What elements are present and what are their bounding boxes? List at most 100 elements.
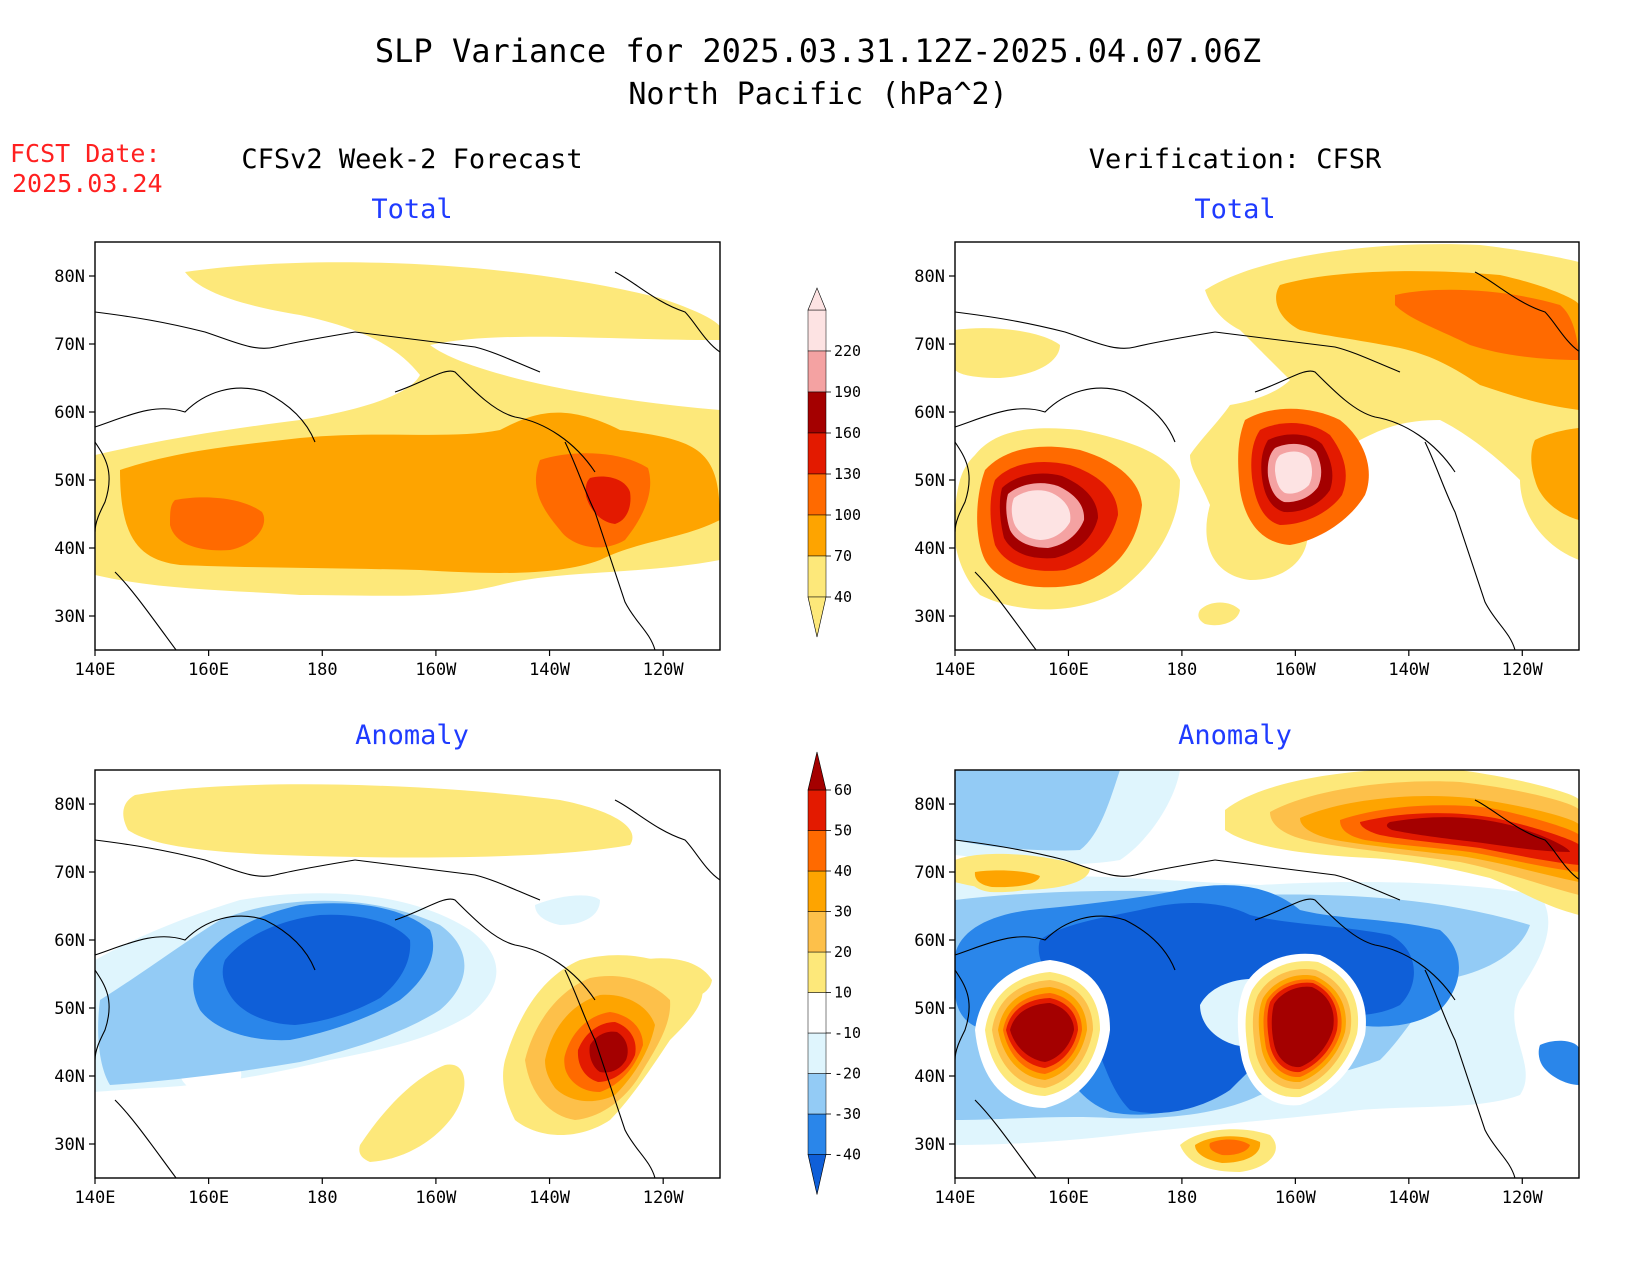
map-verification-total	[954, 241, 1580, 651]
lon-tick-label: 160W	[1275, 660, 1317, 680]
colorbar-total-swatch	[807, 350, 827, 393]
colorbar-anomaly-swatch	[807, 789, 827, 831]
lat-tick-label: 30N	[914, 607, 945, 627]
lon-tick-label: 140E	[935, 1188, 976, 1208]
axes-verification-anomaly: 140E 160E 180 160W 140W 120W 80N 70N 60N 50N 40N 30…	[914, 795, 1543, 1208]
panel-label-forecast-total: Total	[371, 194, 452, 225]
lon-tick-label: 180	[1167, 660, 1198, 680]
axes-verification-total: 140E 160E 180 160W 140W 120W 80N 70N 60N 50N 40N 30…	[914, 267, 1543, 680]
lat-tick-label: 30N	[914, 1135, 945, 1155]
colorbar-total-label: 100	[834, 506, 861, 524]
colorbar-anomaly-swatch	[807, 911, 827, 953]
colorbar-anomaly-label: -20	[834, 1065, 861, 1083]
lat-tick-label: 40N	[54, 539, 85, 559]
colorbar-anomaly-label: 40	[834, 862, 852, 880]
colorbar-anomaly-swatch	[807, 951, 827, 993]
colorbar-anomaly: -40 -30 -20 -10 10 20 30 40 50 60	[807, 751, 861, 1195]
colorbar-total-swatch	[807, 432, 827, 475]
colorbar-total-label: 220	[834, 342, 861, 360]
lat-tick-label: 50N	[914, 999, 945, 1019]
colorbar-anomaly-label: -40	[834, 1146, 861, 1164]
colorbar-anomaly-bottom-cap	[807, 1154, 827, 1195]
lat-tick-label: 60N	[54, 931, 85, 951]
colorbar-anomaly-swatch	[807, 830, 827, 872]
colorbar-total-label: 190	[834, 383, 861, 401]
colorbar-anomaly-top-cap	[807, 751, 827, 791]
lat-tick-label: 30N	[54, 607, 85, 627]
lon-tick-label: 120W	[643, 1188, 685, 1208]
fcst-date-value: 2025.03.24	[12, 169, 163, 198]
colorbar-total-label: 130	[834, 465, 861, 483]
colorbar-anomaly-label: 30	[834, 903, 852, 921]
colorbar-anomaly-label: 10	[834, 984, 852, 1002]
lon-tick-label: 160E	[188, 1188, 229, 1208]
figure-title-line2: North Pacific (hPa^2)	[628, 77, 1007, 112]
lat-tick-label: 70N	[54, 863, 85, 883]
map-verification-anomaly	[954, 769, 1580, 1179]
colorbar-anomaly-swatch	[807, 1113, 827, 1155]
axes-forecast-anomaly: 140E 160E 180 160W 140W 120W 80N 70N 60N 50N 40N 30…	[54, 795, 684, 1208]
lon-tick-label: 140W	[529, 1188, 571, 1208]
lat-tick-label: 30N	[54, 1135, 85, 1155]
lat-tick-label: 40N	[914, 1067, 945, 1087]
map-forecast-total	[94, 241, 721, 651]
lon-tick-label: 140E	[935, 660, 976, 680]
lat-tick-label: 40N	[914, 539, 945, 559]
colorbar-total-swatch	[807, 555, 827, 598]
lon-tick-label: 160W	[1275, 1188, 1317, 1208]
lat-tick-label: 60N	[914, 403, 945, 423]
lat-tick-label: 80N	[914, 795, 945, 815]
colorbar-anomaly-swatch	[807, 870, 827, 912]
lon-tick-label: 180	[307, 660, 338, 680]
lon-tick-label: 140E	[75, 660, 116, 680]
lat-tick-label: 80N	[54, 795, 85, 815]
colorbar-total-top-cap	[807, 287, 827, 311]
lat-tick-label: 60N	[54, 403, 85, 423]
fcst-date-label: FCST Date:	[10, 139, 161, 168]
lat-tick-label: 70N	[914, 335, 945, 355]
lat-tick-label: 40N	[54, 1067, 85, 1087]
colorbar-total: 40 70 100 130 160 190 220	[807, 287, 861, 638]
panel-label-verification-anomaly: Anomaly	[1178, 720, 1292, 751]
lat-tick-label: 50N	[914, 471, 945, 491]
colorbar-total-bottom-cap	[807, 596, 827, 638]
lat-tick-label: 50N	[54, 999, 85, 1019]
lon-tick-label: 180	[307, 1188, 338, 1208]
column-title-forecast: CFSv2 Week-2 Forecast	[241, 144, 582, 175]
lat-tick-label: 60N	[914, 931, 945, 951]
colorbar-anomaly-label: 20	[834, 943, 852, 961]
lon-tick-label: 140E	[75, 1188, 116, 1208]
colorbar-total-swatch	[807, 514, 827, 557]
colorbar-anomaly-swatch	[807, 992, 827, 1034]
map-forecast-anomaly	[94, 769, 721, 1179]
colorbar-anomaly-label: -10	[834, 1024, 861, 1042]
colorbar-total-swatch	[807, 309, 827, 352]
colorbar-anomaly-swatch	[807, 1073, 827, 1115]
colorbar-anomaly-swatch	[807, 1032, 827, 1074]
lon-tick-label: 160E	[1048, 660, 1089, 680]
lat-tick-label: 50N	[54, 471, 85, 491]
lon-tick-label: 160W	[415, 660, 457, 680]
lon-tick-label: 140W	[1388, 1188, 1430, 1208]
colorbar-anomaly-label: 50	[834, 822, 852, 840]
lon-tick-label: 160E	[1048, 1188, 1089, 1208]
panel-label-forecast-anomaly: Anomaly	[355, 720, 469, 751]
lat-tick-label: 70N	[914, 863, 945, 883]
axes-forecast-total: 140E 160E 180 160W 140W 120W 80N 70N 60N 50N 40N 30…	[54, 267, 684, 680]
lon-tick-label: 140W	[529, 660, 571, 680]
colorbar-anomaly-label: 60	[834, 781, 852, 799]
panel-label-verification-total: Total	[1194, 194, 1275, 225]
colorbar-total-label: 160	[834, 424, 861, 442]
colorbar-anomaly-label: -30	[834, 1105, 861, 1123]
lat-tick-label: 70N	[54, 335, 85, 355]
column-title-verification: Verification: CFSR	[1089, 144, 1382, 175]
lon-tick-label: 120W	[643, 660, 685, 680]
lon-tick-label: 120W	[1502, 1188, 1544, 1208]
lon-tick-label: 140W	[1388, 660, 1430, 680]
colorbar-total-label: 40	[834, 588, 852, 606]
lat-tick-label: 80N	[54, 267, 85, 287]
lon-tick-label: 120W	[1502, 660, 1544, 680]
colorbar-total-swatch	[807, 391, 827, 434]
lon-tick-label: 160W	[415, 1188, 457, 1208]
